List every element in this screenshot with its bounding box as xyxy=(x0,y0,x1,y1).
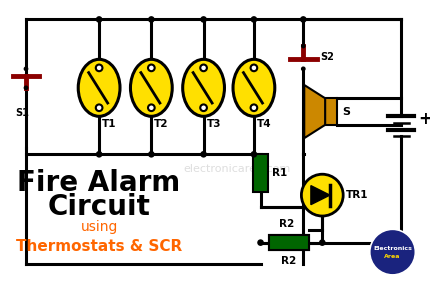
Circle shape xyxy=(95,151,102,158)
Text: Thermostats & SCR: Thermostats & SCR xyxy=(16,239,182,254)
Circle shape xyxy=(24,67,28,71)
Circle shape xyxy=(200,104,206,111)
Text: Circuit: Circuit xyxy=(48,193,150,221)
Bar xyxy=(252,154,267,192)
Text: +: + xyxy=(417,110,430,128)
Text: T3: T3 xyxy=(206,119,221,129)
Circle shape xyxy=(299,16,306,23)
Text: electronicarea.com: electronicarea.com xyxy=(183,164,290,173)
Text: Fire Alarm: Fire Alarm xyxy=(18,169,180,197)
Text: TR1: TR1 xyxy=(345,190,368,200)
Text: R1: R1 xyxy=(271,168,286,178)
Circle shape xyxy=(257,239,263,246)
Circle shape xyxy=(147,16,154,23)
Text: T1: T1 xyxy=(102,119,116,129)
Circle shape xyxy=(200,65,206,71)
Text: Electronics: Electronics xyxy=(372,246,411,251)
Circle shape xyxy=(250,65,257,71)
Text: R2: R2 xyxy=(281,256,296,266)
Text: S: S xyxy=(341,107,350,116)
Circle shape xyxy=(318,239,325,246)
Ellipse shape xyxy=(78,59,120,116)
Circle shape xyxy=(200,151,206,158)
Circle shape xyxy=(300,67,305,71)
Circle shape xyxy=(250,16,257,23)
Circle shape xyxy=(300,44,305,49)
Text: T4: T4 xyxy=(256,119,271,129)
Circle shape xyxy=(95,16,102,23)
Circle shape xyxy=(95,104,102,111)
Circle shape xyxy=(301,174,342,216)
Circle shape xyxy=(147,65,154,71)
Circle shape xyxy=(24,85,28,90)
Circle shape xyxy=(147,104,154,111)
Circle shape xyxy=(369,229,415,275)
Text: S2: S2 xyxy=(319,52,334,62)
Ellipse shape xyxy=(182,59,224,116)
Text: R2: R2 xyxy=(278,219,293,229)
Ellipse shape xyxy=(130,59,172,116)
Bar xyxy=(268,235,308,250)
Circle shape xyxy=(250,104,257,111)
Ellipse shape xyxy=(233,59,274,116)
Polygon shape xyxy=(310,186,329,205)
Circle shape xyxy=(250,151,257,158)
Circle shape xyxy=(95,65,102,71)
Text: using: using xyxy=(80,221,117,234)
Bar xyxy=(324,98,336,125)
Circle shape xyxy=(147,151,154,158)
Polygon shape xyxy=(304,85,324,138)
Text: S1: S1 xyxy=(15,108,29,118)
Circle shape xyxy=(200,16,206,23)
Text: T2: T2 xyxy=(154,119,168,129)
Bar xyxy=(268,235,308,250)
Text: Area: Area xyxy=(384,254,400,259)
